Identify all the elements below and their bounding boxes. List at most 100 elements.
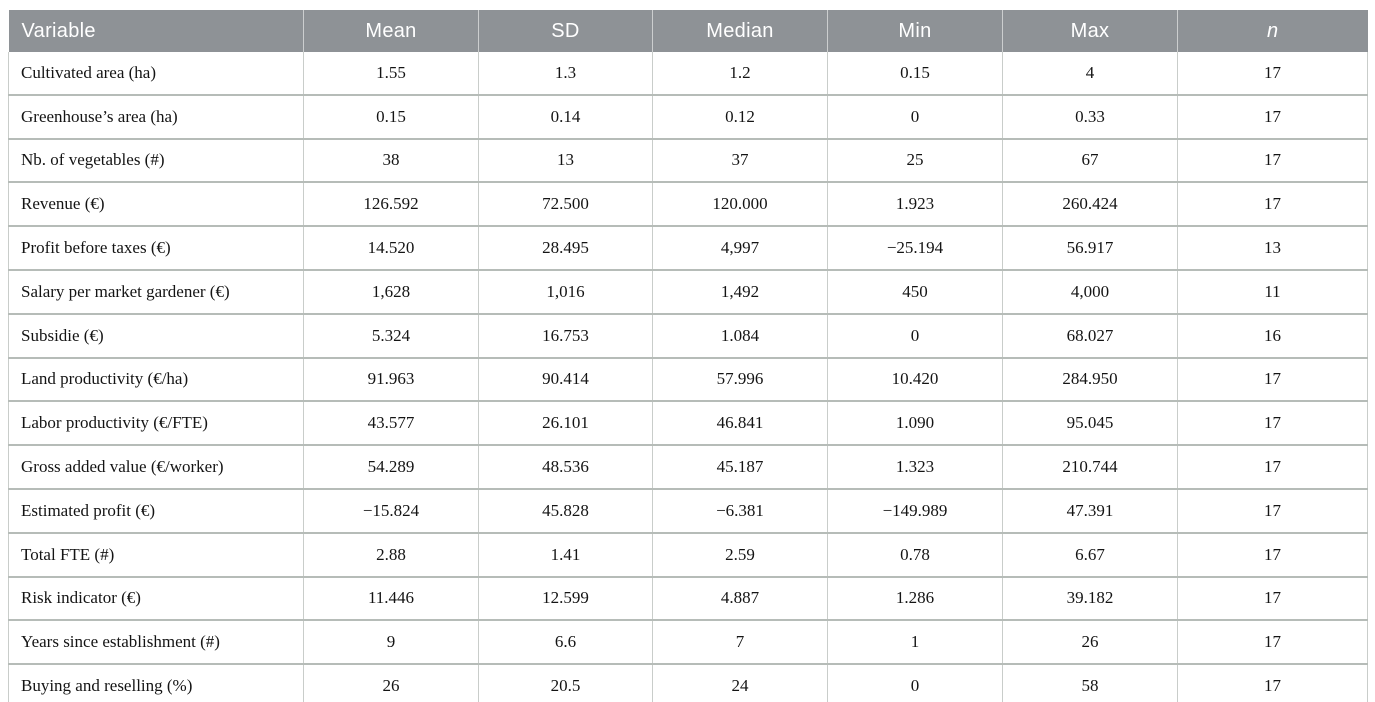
table-row: Estimated profit (€) −15.824 45.828 −6.3… bbox=[8, 488, 1368, 534]
variable-label-cell: Risk indicator (€) bbox=[8, 576, 304, 622]
variable-label-cell: Nb. of vegetables (#) bbox=[8, 138, 304, 184]
table-row: Years since establishment (#) 9 6.6 7 1 … bbox=[8, 620, 1368, 666]
table-row: Salary per market gardener (€) 1,628 1,0… bbox=[8, 269, 1368, 315]
table-row: Nb. of vegetables (#) 38 13 37 25 67 17 bbox=[8, 138, 1368, 184]
n-value-cell: 17 bbox=[1177, 401, 1368, 447]
max-value-cell: 67 bbox=[1002, 138, 1178, 184]
variable-label-cell: Subsidie (€) bbox=[8, 313, 304, 359]
max-value-cell: 6.67 bbox=[1002, 532, 1178, 578]
variable-label-cell: Profit before taxes (€) bbox=[8, 226, 304, 271]
mean-value-cell: 54.289 bbox=[303, 445, 479, 490]
table-row: Buying and reselling (%) 26 20.5 24 0 58… bbox=[8, 664, 1368, 702]
n-value-cell: 16 bbox=[1177, 313, 1368, 359]
n-value-cell: 17 bbox=[1177, 357, 1368, 403]
median-value-cell: 37 bbox=[652, 138, 828, 184]
max-value-cell: 26 bbox=[1002, 620, 1178, 666]
min-value-cell: −25.194 bbox=[827, 226, 1003, 271]
min-value-cell: 1.090 bbox=[827, 401, 1003, 447]
min-value-cell: 1.286 bbox=[827, 576, 1003, 622]
table-row: Greenhouse’s area (ha) 0.15 0.14 0.12 0 … bbox=[8, 94, 1368, 140]
sd-value-cell: 72.500 bbox=[478, 182, 653, 228]
max-value-cell: 68.027 bbox=[1002, 313, 1178, 359]
min-value-cell: 1 bbox=[827, 620, 1003, 666]
mean-value-cell: 9 bbox=[303, 620, 479, 666]
sd-value-cell: 1.3 bbox=[478, 52, 653, 96]
median-value-cell: 0.12 bbox=[652, 94, 828, 140]
median-value-cell: 2.59 bbox=[652, 532, 828, 578]
n-value-cell: 17 bbox=[1177, 620, 1368, 666]
variable-label-cell: Gross added value (€/worker) bbox=[8, 445, 304, 490]
median-value-cell: 45.187 bbox=[652, 445, 828, 490]
median-value-cell: 120.000 bbox=[652, 182, 828, 228]
sd-value-cell: 0.14 bbox=[478, 94, 653, 140]
column-header-variable: Variable bbox=[8, 10, 304, 52]
table-body: Cultivated area (ha) 1.55 1.3 1.2 0.15 4… bbox=[8, 52, 1368, 702]
mean-value-cell: 2.88 bbox=[303, 532, 479, 578]
column-header-sd: SD bbox=[478, 10, 653, 52]
table-row: Total FTE (#) 2.88 1.41 2.59 0.78 6.67 1… bbox=[8, 532, 1368, 578]
sd-value-cell: 1,016 bbox=[478, 269, 653, 315]
n-value-cell: 17 bbox=[1177, 52, 1368, 96]
sd-value-cell: 26.101 bbox=[478, 401, 653, 447]
sd-value-cell: 12.599 bbox=[478, 576, 653, 622]
variable-label-cell: Greenhouse’s area (ha) bbox=[8, 94, 304, 140]
min-value-cell: −149.989 bbox=[827, 488, 1003, 534]
max-value-cell: 4,000 bbox=[1002, 269, 1178, 315]
mean-value-cell: 1,628 bbox=[303, 269, 479, 315]
median-value-cell: 24 bbox=[652, 664, 828, 702]
min-value-cell: 25 bbox=[827, 138, 1003, 184]
n-value-cell: 17 bbox=[1177, 532, 1368, 578]
max-value-cell: 0.33 bbox=[1002, 94, 1178, 140]
n-value-cell: 17 bbox=[1177, 138, 1368, 184]
table-row: Cultivated area (ha) 1.55 1.3 1.2 0.15 4… bbox=[8, 52, 1368, 96]
median-value-cell: 7 bbox=[652, 620, 828, 666]
table-row: Subsidie (€) 5.324 16.753 1.084 0 68.027… bbox=[8, 313, 1368, 359]
median-value-cell: 1,492 bbox=[652, 269, 828, 315]
median-value-cell: 57.996 bbox=[652, 357, 828, 403]
mean-value-cell: 5.324 bbox=[303, 313, 479, 359]
table-row: Land productivity (€/ha) 91.963 90.414 5… bbox=[8, 357, 1368, 403]
table-row: Risk indicator (€) 11.446 12.599 4.887 1… bbox=[8, 576, 1368, 622]
max-value-cell: 47.391 bbox=[1002, 488, 1178, 534]
variable-label-cell: Revenue (€) bbox=[8, 182, 304, 228]
min-value-cell: 10.420 bbox=[827, 357, 1003, 403]
mean-value-cell: 11.446 bbox=[303, 576, 479, 622]
median-value-cell: −6.381 bbox=[652, 488, 828, 534]
min-value-cell: 0 bbox=[827, 313, 1003, 359]
variable-label-cell: Salary per market gardener (€) bbox=[8, 269, 304, 315]
median-value-cell: 1.084 bbox=[652, 313, 828, 359]
median-value-cell: 1.2 bbox=[652, 52, 828, 96]
table-row: Gross added value (€/worker) 54.289 48.5… bbox=[8, 445, 1368, 490]
mean-value-cell: 38 bbox=[303, 138, 479, 184]
variable-label-cell: Total FTE (#) bbox=[8, 532, 304, 578]
n-value-cell: 17 bbox=[1177, 664, 1368, 702]
max-value-cell: 39.182 bbox=[1002, 576, 1178, 622]
mean-value-cell: 126.592 bbox=[303, 182, 479, 228]
n-value-cell: 17 bbox=[1177, 488, 1368, 534]
table-row: Labor productivity (€/FTE) 43.577 26.101… bbox=[8, 401, 1368, 447]
variable-label-cell: Labor productivity (€/FTE) bbox=[8, 401, 304, 447]
n-value-cell: 17 bbox=[1177, 576, 1368, 622]
max-value-cell: 4 bbox=[1002, 52, 1178, 96]
max-value-cell: 260.424 bbox=[1002, 182, 1178, 228]
mean-value-cell: −15.824 bbox=[303, 488, 479, 534]
max-value-cell: 284.950 bbox=[1002, 357, 1178, 403]
max-value-cell: 56.917 bbox=[1002, 226, 1178, 271]
n-value-cell: 17 bbox=[1177, 94, 1368, 140]
min-value-cell: 0 bbox=[827, 94, 1003, 140]
sd-value-cell: 1.41 bbox=[478, 532, 653, 578]
variable-label-cell: Estimated profit (€) bbox=[8, 488, 304, 534]
min-value-cell: 0 bbox=[827, 664, 1003, 702]
column-header-max: Max bbox=[1002, 10, 1178, 52]
mean-value-cell: 26 bbox=[303, 664, 479, 702]
max-value-cell: 210.744 bbox=[1002, 445, 1178, 490]
max-value-cell: 95.045 bbox=[1002, 401, 1178, 447]
variable-label-cell: Buying and reselling (%) bbox=[8, 664, 304, 702]
variable-label-cell: Cultivated area (ha) bbox=[8, 52, 304, 96]
n-value-cell: 11 bbox=[1177, 269, 1368, 315]
variable-label-cell: Years since establishment (#) bbox=[8, 620, 304, 666]
sd-value-cell: 90.414 bbox=[478, 357, 653, 403]
min-value-cell: 0.15 bbox=[827, 52, 1003, 96]
column-header-median: Median bbox=[652, 10, 828, 52]
median-value-cell: 4.887 bbox=[652, 576, 828, 622]
